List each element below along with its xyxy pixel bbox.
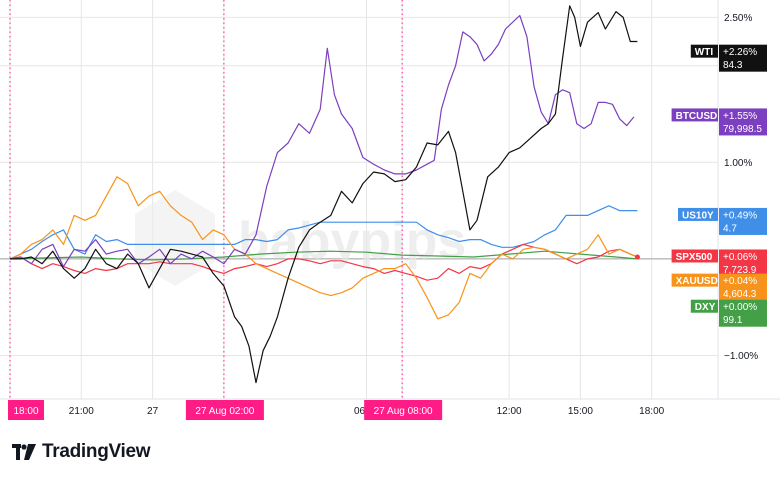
series-change-label: +0.49% [723,210,757,221]
x-tick-label: 27 Aug 02:00 [195,406,254,417]
price-label-btcusd: BTCUSD +1.55% 79,998.5 [671,108,767,136]
series-price-label: 4,604.3 [723,289,757,300]
series-line-btcusd [9,14,635,268]
session-time-marker [364,400,443,420]
tradingview-logo-icon [12,444,36,460]
x-tick-label: 15:00 [568,406,593,417]
series-value-box [719,299,767,327]
babypips-logo-icon [135,190,215,286]
x-tick-label: 21:00 [69,406,94,417]
grid-lines [0,0,780,400]
price-label-us10y: US10Y +0.49% 4.7 [678,207,767,235]
series-name-box [671,249,718,263]
series-price-label: 79,998.5 [723,124,762,135]
y-tick-label: 1.00% [724,158,752,169]
series-lines [9,5,640,384]
spx500-last-point [634,254,640,260]
price-label-xauusd: XAUUSD +0.04% 4,604.3 [671,273,767,301]
series-name-label: SPX500 [676,252,713,263]
series-name-box [671,273,718,287]
x-tick-label: 27 [147,406,159,417]
session-time-marker [185,400,264,420]
series-price-labels: WTI +2.26% 84.3 BTCUSD +1.55% 79,998.5 US10Y +0… [671,44,767,327]
series-value-box [719,108,767,136]
series-value-box [719,44,767,72]
price-label-dxy: DXY +0.00% 99.1 [690,299,767,327]
series-change-label: +0.06% [723,252,757,263]
series-value-box [719,273,767,301]
session-break-lines [9,0,403,399]
series-name-box [690,299,718,313]
session-time-marker [8,400,44,420]
babypips-watermark: babypips [135,190,466,286]
series-name-label: BTCUSD [676,111,718,122]
price-label-wti: WTI +2.26% 84.3 [690,44,767,72]
series-change-label: +2.26% [723,47,757,58]
series-name-label: DXY [695,302,716,313]
series-change-label: +0.00% [723,302,757,313]
series-line-xauusd [9,176,638,320]
series-name-label: WTI [695,47,714,58]
x-tick-label: 18:00 [639,406,664,417]
series-change-label: +0.04% [723,276,757,287]
price-label-spx500: SPX500 +0.06% 7,723.9 [671,249,767,277]
x-tick-label: 27 Aug 08:00 [374,406,433,417]
series-value-box [719,207,767,235]
series-value-box [719,249,767,277]
series-name-box [690,44,718,58]
series-name-label: US10Y [682,210,714,221]
y-tick-label: −1.00% [724,351,758,362]
series-price-label: 4.7 [723,223,737,234]
tradingview-brand[interactable]: TradingView [12,441,151,463]
series-name-box [671,108,718,122]
series-line-wti [10,5,638,384]
x-tick-label: 12:00 [497,406,522,417]
series-line-dxy [9,250,638,261]
x-tick-label: 18:00 [13,406,38,417]
series-price-label: 7,723.9 [723,265,757,276]
series-price-label: 99.1 [723,315,743,326]
series-change-label: +1.55% [723,111,757,122]
series-name-label: XAUUSD [676,276,718,287]
series-line-us10y [9,205,638,260]
series-name-box [678,207,718,221]
series-price-label: 84.3 [723,60,743,71]
y-tick-label: 2.50% [724,13,752,24]
brand-name: TradingView [42,441,151,462]
